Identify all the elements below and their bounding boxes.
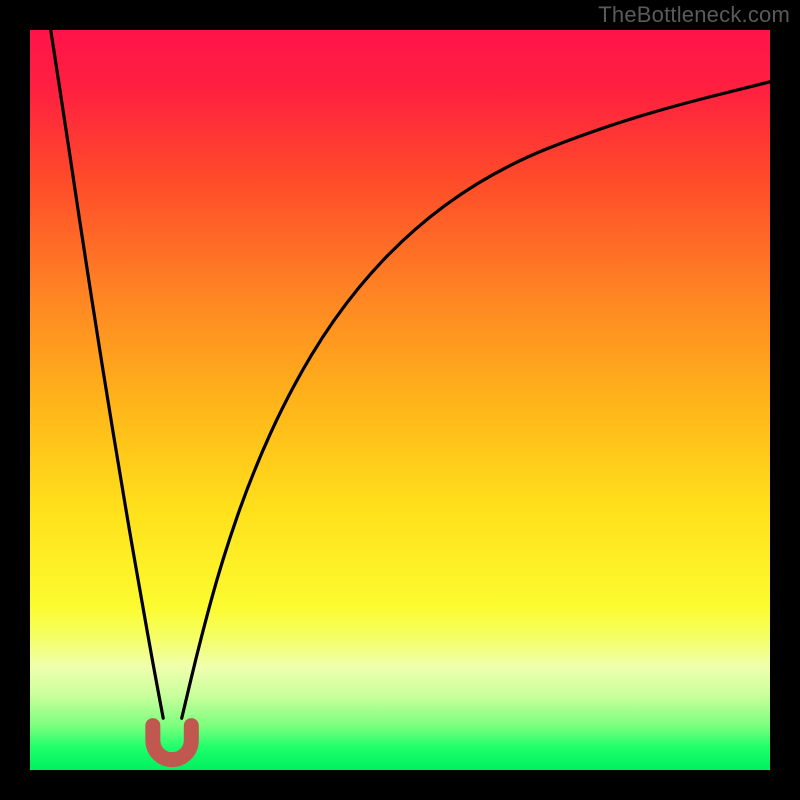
chart-container: TheBottleneck.com — [0, 0, 800, 800]
watermark-text: TheBottleneck.com — [598, 2, 790, 28]
bottleneck-chart — [0, 0, 800, 800]
